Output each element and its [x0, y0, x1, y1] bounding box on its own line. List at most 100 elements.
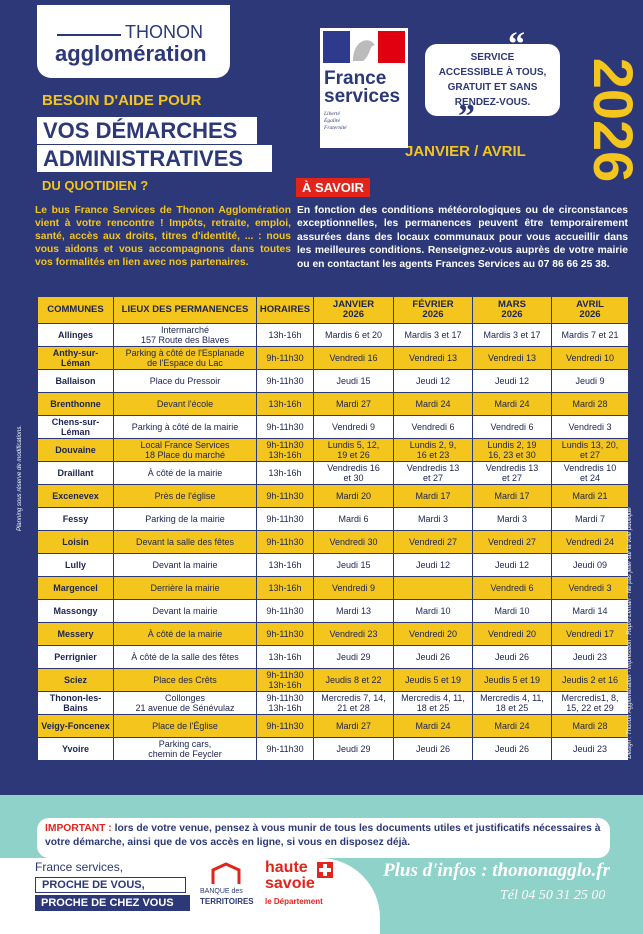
table-cell: 13h-16h	[256, 576, 314, 600]
banque-icon	[211, 862, 241, 884]
table-row: Margencel Derrière la mairie 13h-16h Vendre…	[37, 576, 629, 600]
table-cell: 9h-11h30	[256, 484, 314, 508]
table-cell: Jeudi 29	[313, 737, 394, 761]
column-header: LIEUX DES PERMANENCES	[113, 296, 257, 324]
commune-cell: Margencel	[37, 576, 114, 600]
commune-cell: Sciez	[37, 668, 114, 692]
table-cell: Vendredis 13 et 27	[472, 461, 552, 485]
commune-cell: Lully	[37, 553, 114, 577]
table-cell: 9h-11h30	[256, 507, 314, 531]
table-cell: Vendredi 9	[313, 415, 394, 439]
slogan-line1: France services,	[35, 860, 124, 874]
table-cell: Place des Crêts	[113, 668, 257, 692]
important-box: IMPORTANT : lors de votre venue, pensez …	[37, 818, 610, 858]
table-cell: Mardis 3 et 17	[393, 323, 473, 347]
help-line2: VOS DÉMARCHES	[37, 117, 257, 144]
table-cell: Jeudi 23	[551, 645, 629, 669]
table-cell: 9h-11h30	[256, 346, 314, 370]
table-cell: Devant la mairie	[113, 599, 257, 623]
table-cell: Vendredi 30	[313, 530, 394, 554]
table-row: Excenevex Près de l'église 9h-11h30 Mardi 2…	[37, 484, 629, 508]
table-row: Ballaison Place du Pressoir 9h-11h30 Jeudi …	[37, 369, 629, 393]
banque-roof	[211, 862, 241, 884]
table-row: Veigy-Foncenex Place de l'Église 9h-11h30 M…	[37, 714, 629, 738]
column-header: MARS 2026	[472, 296, 552, 324]
table-cell: À côté de la mairie	[113, 461, 257, 485]
table-cell: 13h-16h	[256, 553, 314, 577]
table-cell: Parking à côté de la mairie	[113, 415, 257, 439]
column-header: HORAIRES	[256, 296, 314, 324]
table-cell: Mardi 24	[393, 714, 473, 738]
dept-cross	[317, 862, 333, 878]
marianne	[353, 40, 375, 61]
flag-red	[378, 31, 405, 63]
table-row: Sciez Place des Crêts 9h-11h30 13h-16h Jeud…	[37, 668, 629, 692]
table-cell: Vendredi 10	[551, 346, 629, 370]
commune-cell: Loisin	[37, 530, 114, 554]
table-cell: Mardi 6	[313, 507, 394, 531]
slogan-line3: PROCHE DE CHEZ VOUS	[35, 895, 190, 911]
table-cell: Mardi 3	[472, 507, 552, 531]
commune-cell: Ballaison	[37, 369, 114, 393]
table-cell: Jeudi 15	[313, 553, 394, 577]
website: Plus d'infos : thononagglo.fr	[383, 860, 610, 881]
slogan-line2: PROCHE DE VOUS,	[35, 877, 186, 893]
table-cell: Jeudi 23	[551, 737, 629, 761]
table-cell: Vendredi 3	[551, 415, 629, 439]
table-cell: Mercredis 4, 11, 18 et 25	[393, 691, 473, 715]
table-cell: Jeudi 29	[313, 645, 394, 669]
table-cell: Jeudi 12	[472, 369, 552, 393]
table-cell: Jeudi 26	[393, 737, 473, 761]
table-cell	[393, 576, 473, 600]
column-header: AVRIL 2026	[551, 296, 629, 324]
table-cell: Mardi 3	[393, 507, 473, 531]
table-cell: Mercredis 7, 14, 21 et 28	[313, 691, 394, 715]
header-row: COMMUNES LIEUX DES PERMANENCES HORAIRES JAN…	[37, 296, 629, 324]
banque-line2: TERRITOIRES	[200, 897, 254, 906]
table-row: Loisin Devant la salle des fêtes 9h-11h30 V…	[37, 530, 629, 554]
table-cell: Mardi 17	[472, 484, 552, 508]
dept-line1: haute	[265, 859, 308, 876]
logo-line2: agglomération	[55, 41, 207, 66]
quote-close: ”	[458, 98, 475, 135]
side-note-right: Design : Thonon Agglomération · Impressi…	[627, 507, 633, 759]
commune-cell: Chens-sur-Léman	[37, 415, 114, 439]
table-cell: Vendredis 16 et 30	[313, 461, 394, 485]
table-cell: 9h-11h30	[256, 599, 314, 623]
phone: Tél 04 50 31 25 00	[500, 888, 606, 903]
important-label: IMPORTANT :	[45, 823, 112, 834]
table-cell: Mercredis 4, 11, 18 et 25	[472, 691, 552, 715]
commune-cell: Douvaine	[37, 438, 114, 462]
table-row: Douvaine Local France Services 18 Place d…	[37, 438, 629, 462]
table-cell: 13h-16h	[256, 392, 314, 416]
table-cell: Vendredi 13	[393, 346, 473, 370]
service-bubble: SERVICE ACCESSIBLE À TOUS, GRATUIT ET SA…	[425, 44, 560, 116]
table-cell: Mercredis1, 8, 15, 22 et 29	[551, 691, 629, 715]
table-cell: Vendredis 13 et 27	[393, 461, 473, 485]
table-row: Brenthonne Devant l'école 13h-16h Mardi 27 M…	[37, 392, 629, 416]
table-cell: Mardi 10	[393, 599, 473, 623]
table-cell: Intermarché 157 Route des Blaves	[113, 323, 257, 347]
table-cell: Mardi 13	[313, 599, 394, 623]
notice-text: En fonction des conditions météorologiqu…	[297, 205, 628, 270]
table-cell: Vendredi 13	[472, 346, 552, 370]
table-cell: Vendredi 6	[472, 415, 552, 439]
side-note-left: Planning sous réserve de modifications.	[17, 424, 23, 532]
table-cell: Mardis 6 et 20	[313, 323, 394, 347]
table-cell: Jeudi 9	[551, 369, 629, 393]
table-cell: Mardi 17	[393, 484, 473, 508]
table-cell: Parking cars, chemin de Feycler	[113, 737, 257, 761]
period: JANVIER / AVRIL	[405, 143, 526, 160]
commune-cell: Perrignier	[37, 645, 114, 669]
table-cell: Jeudi 26	[472, 737, 552, 761]
schedule-table: COMMUNES LIEUX DES PERMANENCES HORAIRES JAN…	[37, 296, 629, 761]
table-cell: Mardi 14	[551, 599, 629, 623]
table-cell: Jeudis 5 et 19	[472, 668, 552, 692]
table-cell: Derrière la mairie	[113, 576, 257, 600]
table-row: Lully Devant la mairie 13h-16h Jeudi 15 Jeud…	[37, 553, 629, 577]
commune-cell: Messery	[37, 622, 114, 646]
table-cell: Local France Services 18 Place du marché	[113, 438, 257, 462]
table-cell: Parking de la mairie	[113, 507, 257, 531]
logo-rule	[57, 34, 121, 36]
table-row: Draillant À côté de la mairie 13h-16h Vendr…	[37, 461, 629, 485]
